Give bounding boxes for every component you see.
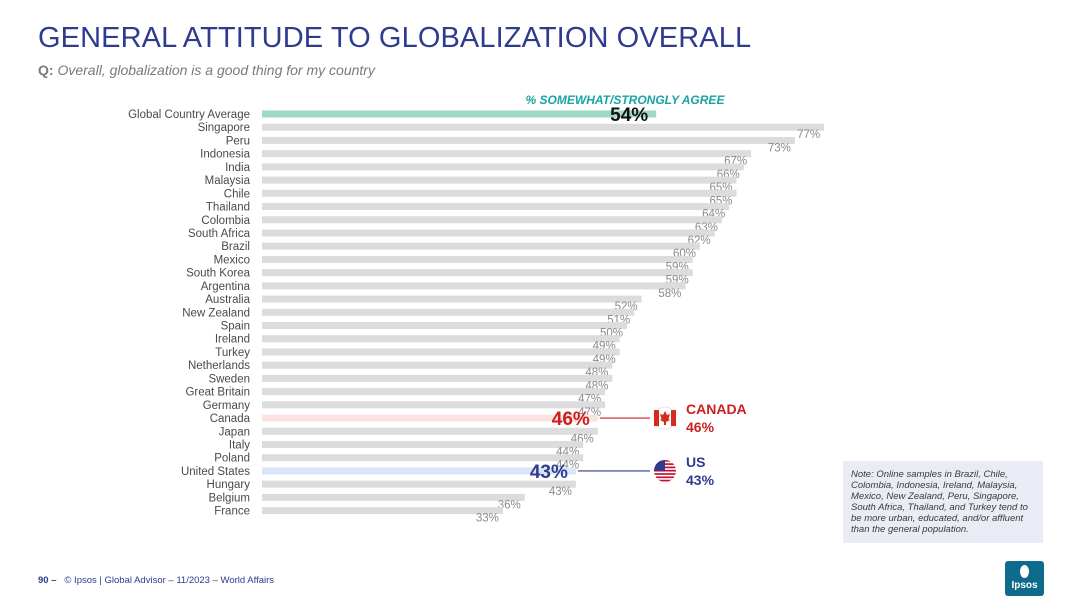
- bar-spain: [262, 322, 627, 330]
- logo-text: Ipsos: [1011, 580, 1038, 591]
- bar-colombia: [262, 216, 722, 224]
- series-label: % SOMEWHAT/STRONGLY AGREE: [526, 93, 726, 107]
- bar-netherlands: [262, 361, 613, 369]
- category-label-hungary: Hungary: [207, 479, 251, 491]
- bar-france: [262, 507, 503, 515]
- bar-brazil: [262, 242, 700, 250]
- bar-peru: [262, 136, 795, 144]
- bar-hungary: [262, 480, 576, 488]
- bar-germany: [262, 401, 606, 409]
- category-label-belgium: Belgium: [208, 492, 250, 504]
- category-label-argentina: Argentina: [201, 281, 251, 293]
- category-label-brazil: Brazil: [221, 241, 250, 253]
- category-label-netherlands: Netherlands: [188, 360, 250, 372]
- category-label-great-britain: Great Britain: [185, 387, 250, 399]
- category-label-south-africa: South Africa: [188, 228, 251, 240]
- canada-flag-icon: [653, 406, 677, 430]
- category-label-mexico: Mexico: [214, 254, 250, 266]
- bar-malaysia: [262, 176, 737, 184]
- bar-australia: [262, 295, 642, 303]
- bar-ireland: [262, 335, 620, 343]
- category-label-chile: Chile: [224, 188, 250, 200]
- ipsos-logo: Ipsos: [1005, 561, 1044, 596]
- category-label-france: France: [214, 506, 250, 518]
- bar-indonesia: [262, 150, 752, 158]
- bar-south-africa: [262, 229, 715, 237]
- us-flag-icon: [654, 459, 676, 482]
- category-label-peru: Peru: [226, 135, 250, 147]
- callout-value-us: 43%: [686, 472, 715, 488]
- question-text: Overall, globalization is a good thing f…: [57, 62, 375, 78]
- value-label-singapore: 77%: [797, 129, 820, 141]
- bar-argentina: [262, 282, 686, 290]
- category-label-australia: Australia: [205, 294, 250, 306]
- category-label-indonesia: Indonesia: [200, 149, 250, 161]
- category-label-singapore: Singapore: [198, 122, 250, 134]
- bar-poland: [262, 454, 584, 462]
- category-label-colombia: Colombia: [201, 215, 250, 227]
- bar-canada: [262, 414, 598, 422]
- callout-name-canada: CANADA: [686, 401, 747, 417]
- bar-turkey: [262, 348, 620, 356]
- category-label-malaysia: Malaysia: [205, 175, 251, 187]
- value-label-canada: 46%: [552, 409, 590, 430]
- page-number: 90 –: [38, 575, 57, 586]
- value-label-belgium: 36%: [498, 499, 521, 511]
- category-label-germany: Germany: [203, 400, 251, 412]
- bar-new-zealand: [262, 308, 635, 316]
- bar-mexico: [262, 255, 693, 263]
- category-label-india: India: [225, 162, 251, 174]
- bar-japan: [262, 427, 598, 435]
- question: Q: Overall, globalization is a good thin…: [38, 62, 375, 78]
- category-label-ireland: Ireland: [215, 334, 250, 346]
- logo-dot: [1020, 565, 1029, 578]
- category-label-spain: Spain: [221, 321, 250, 333]
- value-label-peru: 73%: [768, 142, 791, 154]
- value-label-hungary: 43%: [549, 486, 572, 498]
- bar-south-korea: [262, 269, 693, 277]
- category-label-thailand: Thailand: [206, 202, 250, 214]
- bar-belgium: [262, 493, 525, 501]
- category-label-italy: Italy: [229, 440, 250, 452]
- page-title: GENERAL ATTITUDE TO GLOBALIZATION OVERAL…: [38, 22, 752, 54]
- callout-name-us: US: [686, 454, 705, 470]
- category-label-south-korea: South Korea: [186, 268, 251, 280]
- category-label-sweden: Sweden: [208, 373, 250, 385]
- value-label-france: 33%: [476, 513, 499, 525]
- category-label-global-country-average: Global Country Average: [128, 109, 250, 121]
- question-prefix: Q:: [38, 62, 54, 78]
- footer-source: © Ipsos | Global Advisor – 11/2023 – Wor…: [64, 575, 275, 586]
- category-label-japan: Japan: [219, 426, 250, 438]
- value-label-united-states: 43%: [530, 462, 568, 483]
- value-label-global-country-average: 54%: [610, 105, 648, 126]
- category-label-united-states: United States: [181, 466, 250, 478]
- bar-sweden: [262, 374, 613, 382]
- bar-thailand: [262, 203, 730, 211]
- bar-great-britain: [262, 388, 606, 396]
- value-label-argentina: 58%: [658, 288, 681, 300]
- category-label-poland: Poland: [214, 453, 250, 465]
- bar-united-states: [262, 467, 576, 475]
- note-box: Note: Online samples in Brazil, Chile, C…: [843, 461, 1043, 543]
- category-label-turkey: Turkey: [215, 347, 250, 359]
- bar-singapore: [262, 123, 825, 131]
- bar-chile: [262, 189, 737, 197]
- bar-global-country-average: [262, 110, 657, 118]
- category-label-canada: Canada: [210, 413, 251, 425]
- footer: 90 – © Ipsos | Global Advisor – 11/2023 …: [38, 575, 274, 586]
- bar-italy: [262, 441, 584, 448]
- callout-value-canada: 46%: [686, 419, 715, 435]
- bar-india: [262, 163, 744, 171]
- category-label-new-zealand: New Zealand: [182, 307, 250, 319]
